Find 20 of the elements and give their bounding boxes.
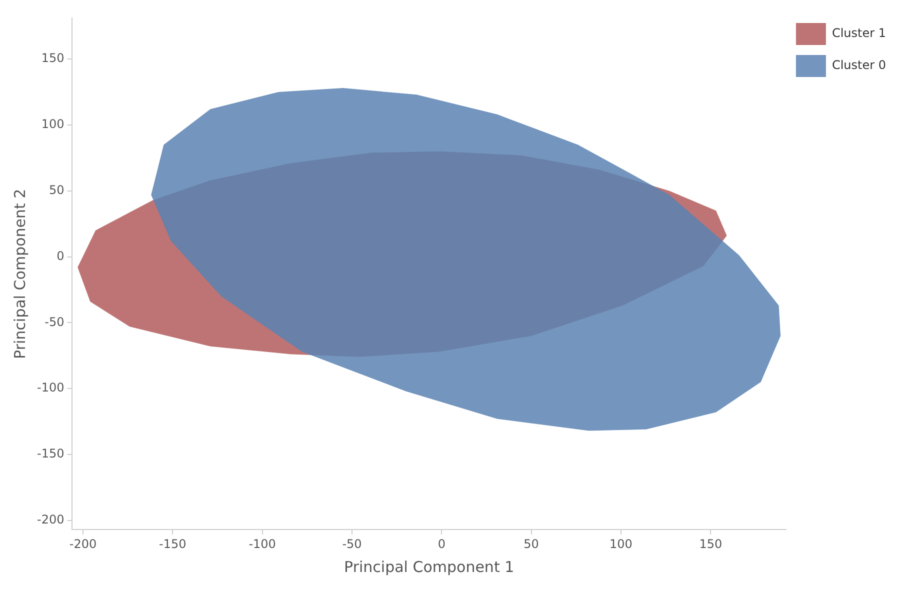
y-tick-label: 100 <box>41 117 64 132</box>
x-tick-label: -150 <box>159 536 186 551</box>
x-tick-label: 0 <box>438 536 446 551</box>
y-tick-label: -100 <box>37 380 64 395</box>
y-tick-label: -200 <box>37 512 64 526</box>
x-tick-label: 100 <box>610 536 632 551</box>
y-tick-label: 0 <box>56 248 64 263</box>
legend-label: Cluster 0 <box>832 58 886 72</box>
y-tick-label: -150 <box>37 446 64 461</box>
y-tick-label: 150 <box>41 51 64 66</box>
x-tick-label: 50 <box>524 536 539 551</box>
x-tick-label: -200 <box>69 536 97 551</box>
legend-label: Cluster 1 <box>832 26 886 40</box>
x-tick-label: -100 <box>248 536 276 551</box>
x-tick-label: -50 <box>342 536 362 551</box>
y-tick-label: -50 <box>44 314 64 329</box>
y-axis-title: Principal Component 2 <box>10 188 29 359</box>
x-tick-label: 150 <box>699 536 722 551</box>
x-axis-title: Principal Component 1 <box>344 558 514 576</box>
y-tick-label: 50 <box>48 182 64 197</box>
